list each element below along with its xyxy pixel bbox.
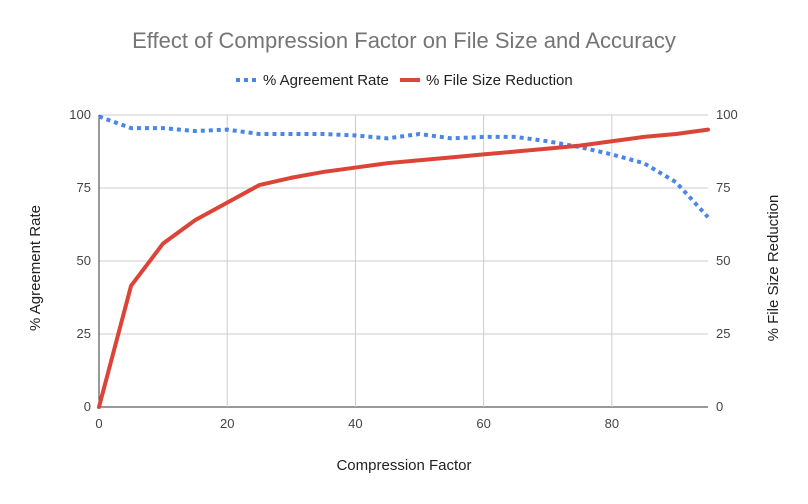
y-axis-left-title: % Agreement Rate [27,205,44,331]
x-tick-label: 20 [220,416,234,431]
y-left-tick-label: 100 [69,107,91,122]
x-axis-title: Compression Factor [336,457,471,474]
x-tick-label: 40 [348,416,362,431]
series-line-file-size-reduction [99,130,708,407]
x-tick-label: 60 [476,416,490,431]
y-right-tick-label: 50 [716,253,730,268]
y-left-tick-label: 0 [84,399,91,414]
legend-label-agreement-rate: % Agreement Rate [263,72,389,89]
x-tick-label: 0 [95,416,102,431]
legend: % Agreement Rate % File Size Reduction [236,72,573,89]
series-line-agreement-rate [99,116,708,217]
y-axis-right-title: % File Size Reduction [765,195,782,342]
y-left-tick-label: 50 [77,253,91,268]
legend-label-file-size-reduction: % File Size Reduction [426,72,573,89]
y-right-tick-label: 0 [716,399,723,414]
series-layer [99,116,708,407]
y-right-tick-label: 100 [716,107,738,122]
y-right-tick-label: 25 [716,326,730,341]
gridlines [99,115,708,407]
y-right-tick-label: 75 [716,180,730,195]
x-tick-label: 80 [605,416,619,431]
y-left-tick-label: 75 [77,180,91,195]
y-left-tick-label: 25 [77,326,91,341]
chart-title: Effect of Compression Factor on File Siz… [132,28,676,53]
